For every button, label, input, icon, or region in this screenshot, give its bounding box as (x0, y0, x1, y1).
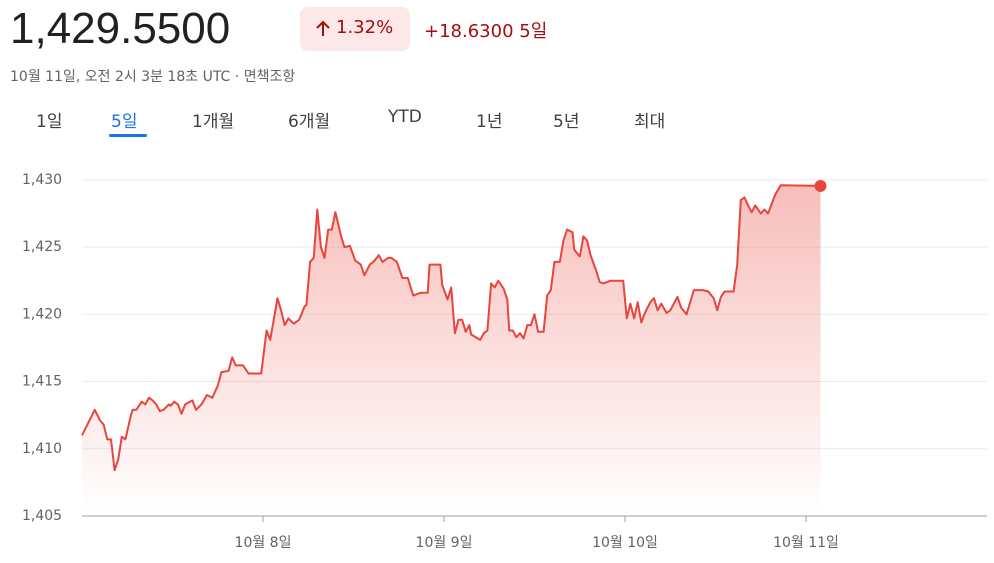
y-tick-label: 1,415 (22, 374, 62, 390)
y-tick-label: 1,425 (22, 239, 62, 255)
period: 5일 (519, 21, 548, 42)
end-marker (814, 179, 827, 192)
time: 10월 11일, 오전 2시 3분 18초 UTC · (10, 69, 240, 85)
change-value: +18.6300 (424, 21, 514, 42)
timestamp: 10월 11일, 오전 2시 3분 18초 UTC · 면책조항 (10, 66, 295, 86)
change-percent: 1.32% (336, 17, 394, 38)
range-tab[interactable]: 최대 (634, 112, 666, 132)
x-tick-label: 10월 11일 (773, 535, 839, 551)
area (82, 185, 821, 517)
x-tick-label: 10월 10일 (592, 535, 658, 551)
change-badge (300, 7, 410, 51)
x-tick-label: 10월 8일 (235, 535, 292, 551)
range-tab[interactable]: 1년 (476, 112, 503, 132)
active-underline (109, 134, 147, 137)
y-tick-label: 1,405 (22, 508, 62, 524)
range-tab[interactable]: 5년 (553, 112, 580, 132)
disclaimer-link[interactable]: 면책조항 (243, 69, 296, 85)
change: +18.6300 5일 (424, 17, 547, 43)
up-arrow (316, 20, 330, 36)
y-tick-label: 1,410 (22, 441, 62, 457)
x-tick-label: 10월 9일 (416, 535, 473, 551)
range-tab[interactable]: YTD (388, 107, 422, 127)
range-tab[interactable]: 1일 (36, 112, 63, 132)
y-tick-label: 1,420 (22, 306, 62, 322)
range-tab[interactable]: 6개월 (288, 112, 331, 132)
y-tick-label: 1,430 (22, 172, 62, 188)
range-tab[interactable]: 5일 (111, 112, 138, 132)
range-tab[interactable]: 1개월 (192, 112, 235, 132)
price-line (81, 184, 821, 472)
price: 1,429.5500 (10, 4, 231, 53)
